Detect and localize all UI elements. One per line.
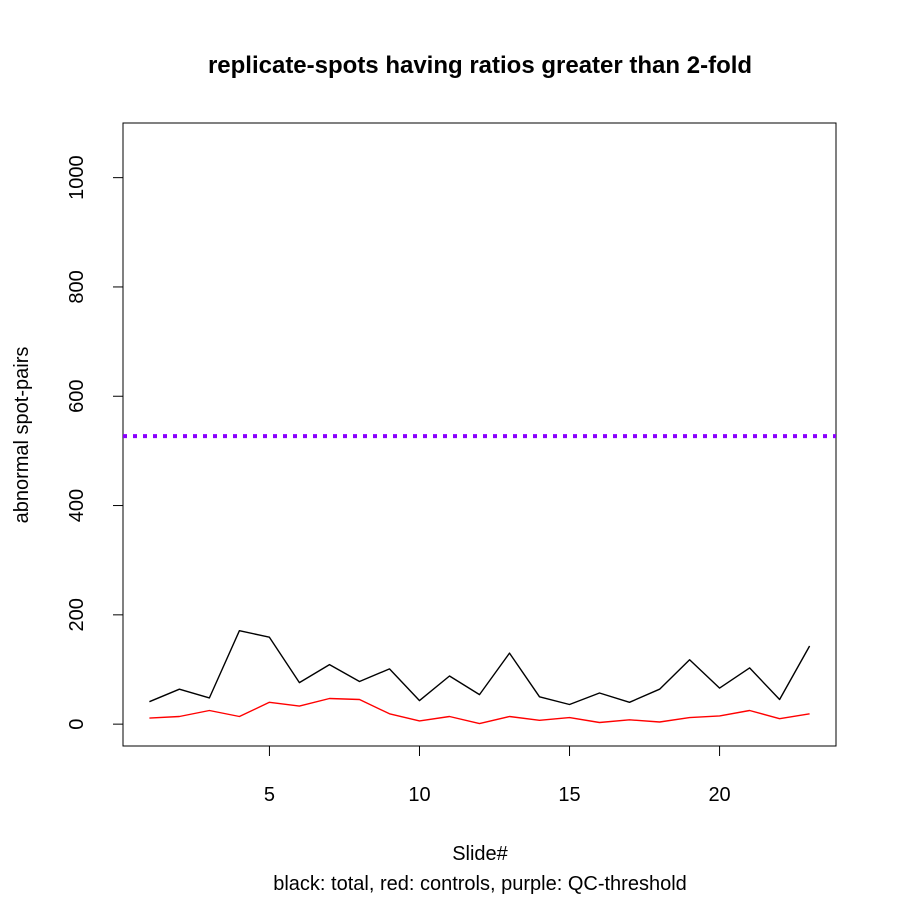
series-layer — [123, 434, 836, 725]
x-axis: 5 10 15 20 — [264, 745, 731, 806]
x-tick-label: 10 — [408, 784, 430, 806]
total-series-line — [149, 630, 811, 706]
y-tick-label: 400 — [66, 489, 88, 522]
chart-title: replicate-spots having ratios greater th… — [208, 52, 752, 79]
x-tick-label: 20 — [708, 784, 730, 806]
y-axis: 0 200 400 600 800 1000 — [66, 155, 124, 730]
controls-series-line — [149, 697, 810, 725]
y-axis-label: abnormal spot-pairs — [11, 347, 33, 524]
chart-subtitle: black: total, red: controls, purple: QC-… — [273, 873, 687, 895]
y-tick-label: 1000 — [66, 155, 88, 200]
y-tick-label: 600 — [66, 380, 88, 413]
x-axis-label: Slide# — [452, 843, 508, 865]
x-tick-label: 5 — [264, 784, 275, 806]
y-tick-label: 0 — [66, 719, 88, 730]
y-tick-label: 200 — [66, 598, 88, 631]
x-tick-label: 15 — [558, 784, 580, 806]
y-tick-label: 800 — [66, 270, 88, 303]
